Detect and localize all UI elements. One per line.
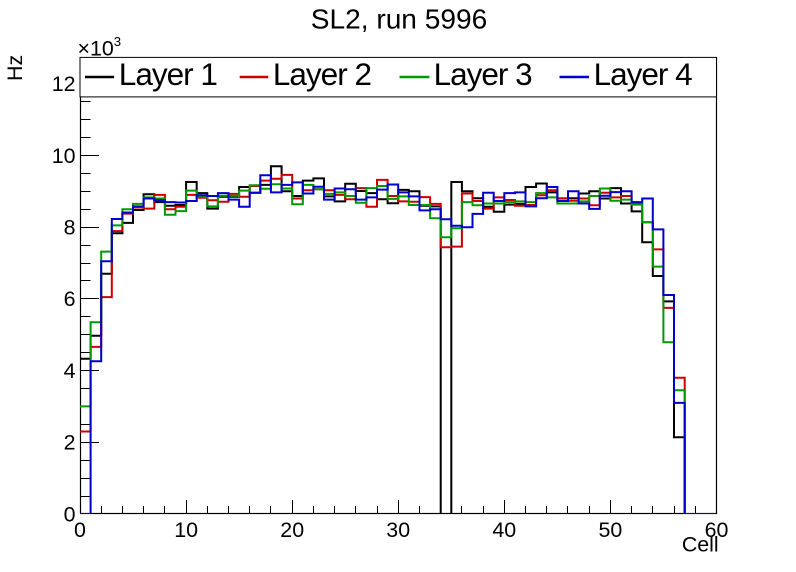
svg-text:Layer 2: Layer 2 — [273, 56, 371, 92]
svg-text:30: 30 — [386, 518, 410, 542]
svg-text:2: 2 — [64, 431, 76, 455]
svg-text:4: 4 — [64, 359, 76, 383]
svg-text:60: 60 — [705, 518, 729, 542]
svg-text:0: 0 — [64, 502, 76, 526]
svg-text:6: 6 — [64, 287, 76, 311]
svg-text:40: 40 — [492, 518, 516, 542]
svg-text:10: 10 — [174, 518, 198, 542]
svg-text:12: 12 — [52, 72, 76, 96]
svg-text:SL2, run 5996: SL2, run 5996 — [311, 4, 488, 35]
svg-text:Layer 4: Layer 4 — [594, 56, 693, 92]
svg-text:10: 10 — [52, 144, 76, 168]
svg-text:Layer 3: Layer 3 — [434, 56, 533, 92]
svg-text:0: 0 — [74, 518, 86, 542]
svg-text:Layer 1: Layer 1 — [119, 56, 217, 92]
svg-text:8: 8 — [64, 216, 76, 240]
svg-text:20: 20 — [280, 518, 304, 542]
svg-text:50: 50 — [599, 518, 623, 542]
svg-text:Cell: Cell — [682, 532, 719, 556]
svg-text:Hz: Hz — [3, 55, 27, 81]
